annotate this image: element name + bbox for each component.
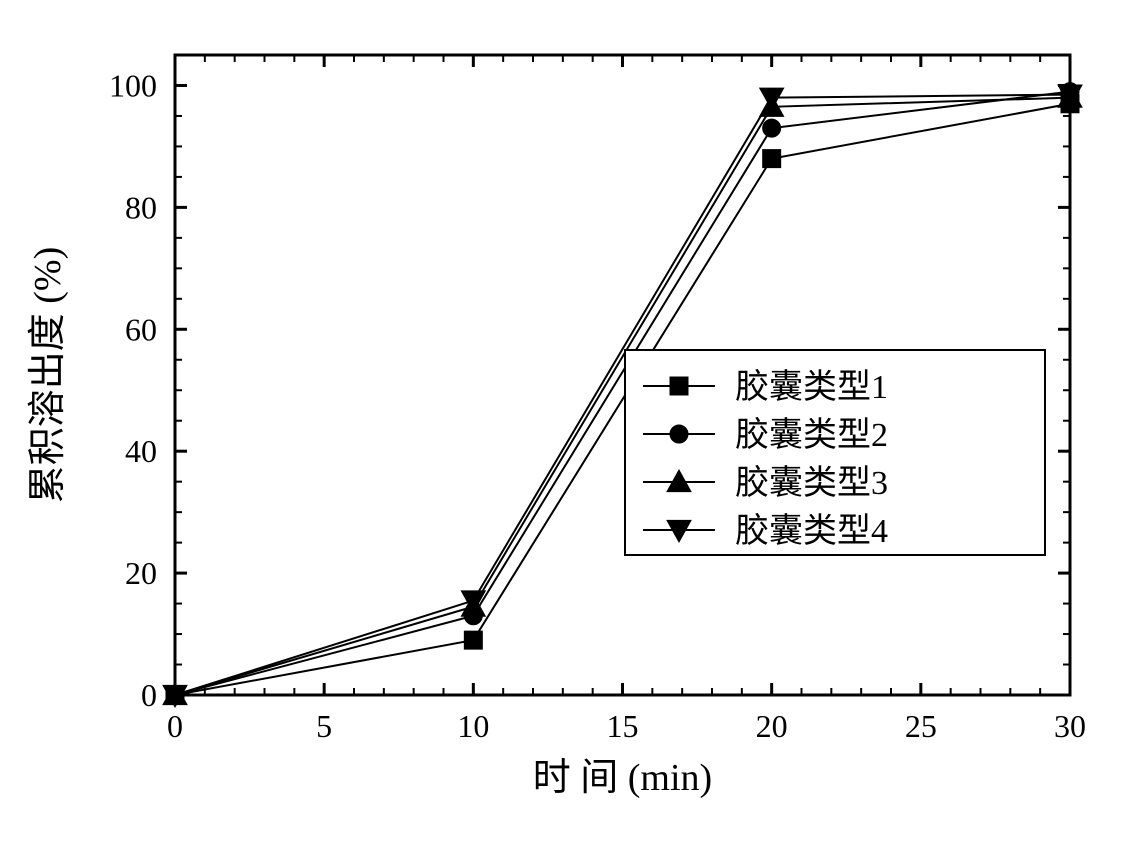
- y-tick-label: 60: [125, 311, 157, 347]
- x-tick-label: 20: [756, 708, 788, 744]
- series-marker: [464, 631, 482, 649]
- y-tick-label: 40: [125, 433, 157, 469]
- y-tick-label: 0: [141, 677, 157, 713]
- legend-label: 胶囊类型4: [735, 512, 888, 550]
- chart-container: 0 5 10 15 20 25 30 0 20 40 60 80 100 时 间 (min) 累积溶出度 (…: [0, 0, 1121, 843]
- x-tick-label: 0: [167, 708, 183, 744]
- y-axis-label: 累积溶出度 (%): [27, 247, 69, 503]
- y-tick-label: 20: [125, 555, 157, 591]
- legend-label: 胶囊类型2: [735, 416, 888, 454]
- x-axis-label: 时 间 (min): [533, 757, 712, 799]
- series-marker: [763, 119, 781, 137]
- x-tick-label: 10: [457, 708, 489, 744]
- legend-label: 胶囊类型3: [735, 464, 888, 502]
- legend-marker: [670, 377, 688, 395]
- x-tick-label: 5: [316, 708, 332, 744]
- x-tick-label: 15: [607, 708, 639, 744]
- y-tick-label: 100: [109, 67, 157, 103]
- legend-label: 胶囊类型1: [735, 368, 888, 406]
- legend-marker: [670, 425, 688, 443]
- y-tick-label: 80: [125, 189, 157, 225]
- chart-svg: 0 5 10 15 20 25 30 0 20 40 60 80 100 时 间 (min) 累积溶出度 (…: [0, 0, 1121, 843]
- series-marker: [763, 150, 781, 168]
- x-tick-label: 30: [1054, 708, 1086, 744]
- x-tick-label: 25: [905, 708, 937, 744]
